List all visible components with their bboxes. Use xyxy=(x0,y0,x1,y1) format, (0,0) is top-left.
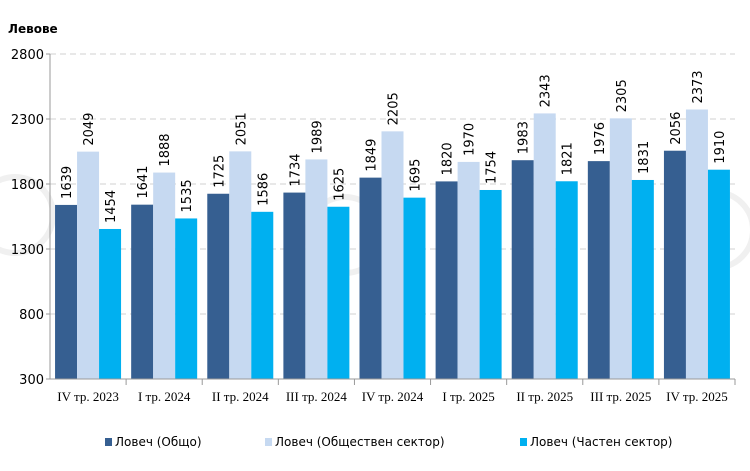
bar xyxy=(631,179,654,379)
x-tick-label: III тр. 2024 xyxy=(286,389,348,404)
data-label: 2049 xyxy=(82,113,97,146)
y-tick-label: 800 xyxy=(19,308,44,323)
bar xyxy=(685,109,708,379)
x-tick-label: IV тр. 2025 xyxy=(666,389,728,404)
data-label: 1910 xyxy=(713,131,728,164)
y-tick-label: 1300 xyxy=(11,243,44,258)
bar xyxy=(435,181,458,379)
legend-swatch xyxy=(265,438,272,446)
data-label: 1831 xyxy=(637,141,652,174)
data-label: 1734 xyxy=(288,153,303,186)
bar xyxy=(457,161,480,379)
bar xyxy=(55,204,78,379)
data-label: 1454 xyxy=(104,190,119,223)
watermark-logo xyxy=(0,174,56,256)
bar xyxy=(283,192,306,379)
bar xyxy=(479,189,502,379)
x-tick-label: I тр. 2024 xyxy=(138,389,191,404)
data-label: 2205 xyxy=(387,92,402,125)
bar xyxy=(207,193,230,379)
data-label: 1725 xyxy=(212,155,227,188)
data-label: 2056 xyxy=(669,112,684,145)
bar xyxy=(359,177,382,379)
bar xyxy=(327,206,350,379)
y-tick-label: 1800 xyxy=(11,178,44,193)
data-label: 1820 xyxy=(441,142,456,175)
data-label: 2373 xyxy=(691,70,706,103)
legend-label: Ловеч (Частен сектор) xyxy=(530,435,672,449)
bar xyxy=(381,131,404,379)
y-tick-label: 2300 xyxy=(11,113,44,128)
data-label: 2305 xyxy=(615,79,630,112)
data-label: 1625 xyxy=(332,168,347,201)
legend-label: Ловеч (Обществен сектор) xyxy=(275,435,445,449)
data-label: 1989 xyxy=(310,120,325,153)
bar xyxy=(175,218,198,379)
bar xyxy=(153,172,176,379)
bar xyxy=(403,197,426,379)
bar xyxy=(131,204,154,379)
data-label: 1641 xyxy=(136,166,151,199)
bar xyxy=(707,169,730,379)
data-label: 1695 xyxy=(409,159,424,192)
bar xyxy=(587,161,610,379)
x-tick-label: I тр. 2025 xyxy=(442,389,494,404)
legend-swatch xyxy=(520,438,527,446)
bar xyxy=(99,228,122,379)
bar xyxy=(533,113,556,379)
bar xyxy=(663,150,686,379)
bar xyxy=(609,118,632,379)
data-label: 1983 xyxy=(517,121,532,154)
x-tick-label: II тр. 2024 xyxy=(212,389,269,404)
x-tick-label: III тр. 2025 xyxy=(590,389,651,404)
data-label: 1970 xyxy=(463,123,478,156)
data-label: 1586 xyxy=(256,173,271,206)
bar xyxy=(511,160,534,379)
x-tick-label: IV тр. 2024 xyxy=(362,389,424,404)
data-label: 1888 xyxy=(158,133,173,166)
data-label: 2343 xyxy=(539,74,554,107)
bar xyxy=(77,151,100,379)
bar xyxy=(229,151,252,379)
data-label: 1535 xyxy=(180,179,195,212)
data-label: 1976 xyxy=(593,122,608,155)
legend-swatch xyxy=(105,438,112,446)
x-tick-label: IV тр. 2023 xyxy=(57,389,119,404)
legend-label: Ловеч (Общо) xyxy=(115,435,202,449)
x-tick-label: II тр. 2025 xyxy=(516,389,573,404)
y-tick-label: 300 xyxy=(19,373,44,388)
data-label: 1639 xyxy=(60,166,75,199)
bar xyxy=(305,159,328,379)
bar xyxy=(251,211,274,379)
y-tick-label: 2800 xyxy=(11,48,44,63)
data-label: 1754 xyxy=(485,151,500,184)
data-label: 1821 xyxy=(561,142,576,175)
bar xyxy=(555,181,578,379)
y-axis-label: Левове xyxy=(8,22,58,36)
data-label: 1849 xyxy=(365,139,380,172)
data-label: 2051 xyxy=(234,112,249,145)
